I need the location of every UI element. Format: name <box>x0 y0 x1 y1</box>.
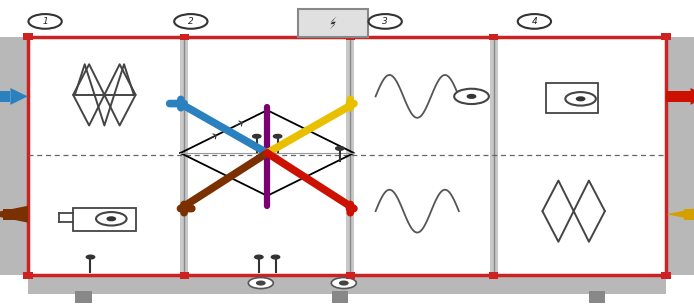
Bar <box>346 272 355 278</box>
Bar <box>346 34 355 40</box>
Polygon shape <box>330 16 337 30</box>
Polygon shape <box>691 88 694 105</box>
Bar <box>28 272 666 294</box>
Bar <box>180 37 188 275</box>
Bar <box>666 91 691 102</box>
Bar <box>73 208 135 231</box>
Circle shape <box>271 255 280 259</box>
Circle shape <box>96 212 126 226</box>
Text: 4: 4 <box>532 17 537 26</box>
Bar <box>0 91 10 102</box>
Bar <box>75 291 92 303</box>
Bar <box>489 34 498 40</box>
Circle shape <box>566 92 596 106</box>
Polygon shape <box>666 206 694 223</box>
Bar <box>298 9 368 37</box>
Bar <box>489 272 498 278</box>
Circle shape <box>369 14 402 29</box>
Circle shape <box>331 278 356 289</box>
Text: 3: 3 <box>382 17 388 26</box>
Bar <box>661 33 671 40</box>
Circle shape <box>107 217 115 221</box>
Bar <box>589 291 605 303</box>
Bar <box>0 37 28 275</box>
Circle shape <box>257 281 265 285</box>
Circle shape <box>255 255 263 259</box>
Circle shape <box>577 97 585 101</box>
Bar <box>346 37 355 275</box>
Circle shape <box>454 89 489 104</box>
Bar <box>666 37 694 275</box>
Circle shape <box>248 278 273 289</box>
Bar <box>23 33 33 40</box>
Circle shape <box>467 95 475 98</box>
Bar <box>546 83 598 113</box>
Circle shape <box>28 14 62 29</box>
Bar <box>332 291 348 303</box>
Polygon shape <box>10 88 28 105</box>
Bar <box>684 209 694 220</box>
Bar <box>180 272 189 278</box>
Bar <box>23 272 33 279</box>
Bar <box>3 209 28 220</box>
Circle shape <box>273 134 282 138</box>
Bar <box>490 37 498 275</box>
Circle shape <box>253 134 261 138</box>
Circle shape <box>86 255 94 259</box>
Bar <box>28 37 666 275</box>
Bar <box>180 34 189 40</box>
Text: 2: 2 <box>188 17 194 26</box>
Text: 1: 1 <box>42 17 48 26</box>
Polygon shape <box>0 206 28 223</box>
Circle shape <box>518 14 551 29</box>
Bar <box>661 272 671 279</box>
Circle shape <box>174 14 208 29</box>
Circle shape <box>339 281 348 285</box>
Circle shape <box>336 147 344 150</box>
